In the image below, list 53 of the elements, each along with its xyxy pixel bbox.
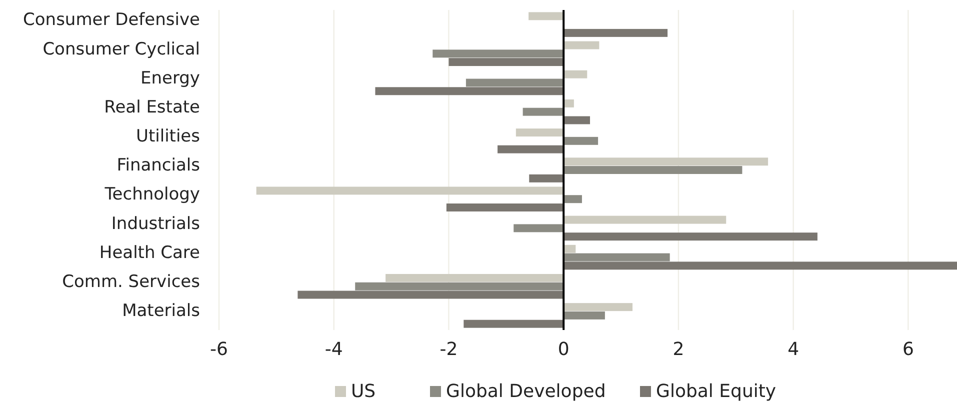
bar	[516, 128, 564, 137]
bar	[564, 99, 574, 108]
y-tick-label: Technology	[104, 184, 200, 205]
bar	[564, 28, 668, 37]
y-tick-label: Comm. Services	[62, 272, 200, 292]
bar	[514, 224, 564, 232]
y-tick-label: Financials	[116, 156, 200, 176]
y-tick-label: Industrials	[111, 214, 200, 234]
x-tick-label: -2	[440, 339, 458, 360]
bar	[564, 136, 598, 145]
bar	[355, 282, 564, 290]
bar	[464, 320, 564, 328]
y-tick-label: Materials	[122, 301, 200, 322]
x-tick-label: -4	[324, 339, 343, 360]
bar	[446, 203, 564, 212]
bar	[564, 166, 742, 174]
legend-label: Global Developed	[446, 381, 606, 402]
bar	[564, 216, 726, 224]
bar	[498, 145, 564, 154]
y-tick-label: Energy	[140, 68, 200, 88]
x-tick-label: -6	[210, 339, 228, 360]
bar	[432, 50, 564, 58]
bar	[522, 108, 564, 116]
bar	[564, 232, 818, 241]
legend-label: Global Equity	[656, 381, 776, 402]
bar	[256, 186, 564, 195]
bar	[564, 303, 633, 312]
x-tick-label: 2	[672, 339, 684, 360]
y-tick-label: Real Estate	[104, 97, 200, 118]
y-tick-label: Consumer Defensive	[23, 10, 200, 30]
bar	[564, 70, 588, 78]
bar	[298, 290, 564, 299]
y-tick-label: Utilities	[136, 126, 200, 147]
bar	[386, 274, 564, 282]
y-tick-label: Health Care	[99, 242, 200, 263]
x-tick-label: 4	[788, 339, 800, 360]
bar	[564, 195, 582, 204]
x-tick-label: 6	[902, 339, 914, 360]
bar	[528, 12, 564, 20]
legend-label: US	[351, 381, 376, 402]
bar	[564, 158, 768, 166]
x-tick-label: 0	[558, 339, 570, 360]
bar	[448, 58, 564, 66]
y-tick-label: Consumer Cyclical	[42, 39, 200, 60]
bar	[564, 311, 605, 320]
bar	[529, 174, 564, 182]
bar	[466, 78, 564, 87]
bar	[564, 244, 576, 253]
bar	[564, 262, 957, 270]
bar	[375, 87, 564, 96]
bar	[564, 253, 670, 262]
bar	[564, 41, 600, 50]
bar	[564, 116, 590, 124]
